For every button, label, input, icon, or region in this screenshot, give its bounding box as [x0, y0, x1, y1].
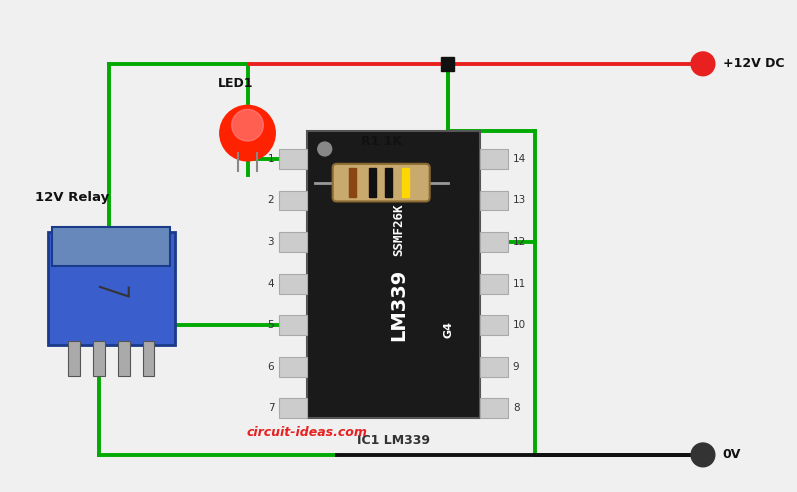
Bar: [279, 315, 307, 335]
Text: 3: 3: [268, 237, 274, 247]
FancyBboxPatch shape: [307, 131, 480, 418]
Text: 12: 12: [512, 237, 526, 247]
Circle shape: [220, 105, 275, 161]
Text: 11: 11: [512, 278, 526, 289]
Text: 5: 5: [268, 320, 274, 330]
Text: 9: 9: [512, 362, 520, 372]
Text: R1 1K: R1 1K: [360, 134, 402, 148]
Text: 7: 7: [268, 403, 274, 413]
Bar: [69, 341, 80, 376]
Text: IC1 LM339: IC1 LM339: [357, 433, 430, 447]
Text: 10: 10: [512, 320, 526, 330]
Bar: [279, 149, 307, 169]
FancyBboxPatch shape: [53, 227, 171, 266]
Bar: [279, 357, 307, 377]
Bar: [480, 399, 508, 418]
Bar: [143, 341, 155, 376]
Text: LED1: LED1: [218, 77, 253, 90]
Text: 8: 8: [512, 403, 520, 413]
Bar: [279, 190, 307, 211]
Bar: [480, 274, 508, 294]
Text: 1: 1: [268, 154, 274, 164]
Bar: [480, 190, 508, 211]
Text: G4: G4: [443, 321, 453, 338]
Bar: [480, 315, 508, 335]
Bar: [279, 399, 307, 418]
Bar: [93, 341, 105, 376]
Text: 4: 4: [268, 278, 274, 289]
FancyBboxPatch shape: [48, 232, 175, 345]
Bar: [441, 57, 454, 71]
Bar: [480, 232, 508, 252]
Text: 2: 2: [268, 195, 274, 206]
Bar: [402, 168, 409, 197]
Circle shape: [318, 142, 332, 156]
Bar: [279, 274, 307, 294]
Bar: [385, 168, 392, 197]
Text: 6: 6: [268, 362, 274, 372]
Text: +12V DC: +12V DC: [723, 58, 784, 70]
FancyBboxPatch shape: [332, 164, 430, 201]
Bar: [118, 341, 130, 376]
Bar: [480, 149, 508, 169]
Text: 13: 13: [512, 195, 526, 206]
Circle shape: [691, 52, 715, 76]
Text: 14: 14: [512, 154, 526, 164]
Circle shape: [232, 109, 263, 141]
Text: circuit-ideas.com: circuit-ideas.com: [246, 426, 367, 439]
Text: LM339: LM339: [389, 268, 408, 340]
Text: SSMF26K: SSMF26K: [392, 204, 405, 256]
Bar: [480, 357, 508, 377]
Text: 12V Relay: 12V Relay: [34, 191, 109, 204]
Text: 0V: 0V: [723, 448, 741, 461]
Bar: [369, 168, 376, 197]
Bar: [279, 232, 307, 252]
Circle shape: [691, 443, 715, 467]
Bar: [350, 168, 356, 197]
